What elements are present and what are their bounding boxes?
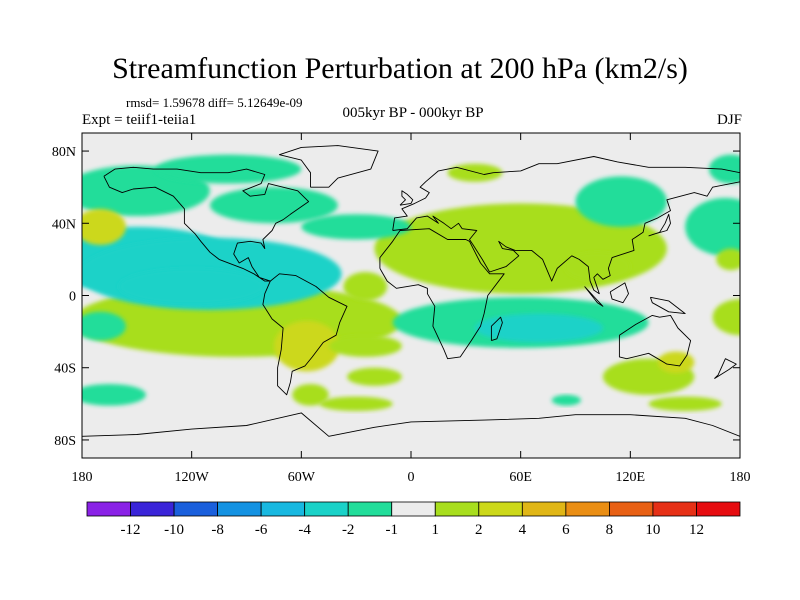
- contour-region-22: [82, 383, 146, 406]
- coastline-1: [262, 273, 348, 396]
- colorbar-swatch-12: [609, 501, 654, 517]
- coastline-7: [399, 190, 414, 206]
- y-tick-label-4: 80S: [54, 434, 76, 449]
- contour-region-23: [328, 335, 402, 357]
- contour-region-28: [551, 394, 581, 406]
- colorbar-label-5: -2: [342, 522, 355, 538]
- colorbar-swatch-6: [347, 501, 393, 517]
- contour-region-32: [712, 299, 740, 336]
- colorbar-swatch-5: [304, 501, 349, 517]
- contour-region-18: [685, 198, 740, 256]
- colorbar-label-8: 2: [475, 522, 483, 538]
- contour-region-20: [82, 208, 126, 245]
- colorbar-label-4: -4: [298, 522, 311, 538]
- contour-region-30: [319, 396, 393, 412]
- contour-region-33: [716, 248, 740, 271]
- chart-title: Streamfunction Perturbation at 200 hPa (…: [112, 52, 688, 85]
- colorbar-swatch-14: [696, 501, 741, 517]
- colorbar-swatch-7: [391, 501, 436, 517]
- colorbar-label-2: -8: [211, 522, 224, 538]
- contour-region-21: [82, 311, 126, 341]
- y-tick-label-2: 0: [69, 290, 76, 305]
- colorbar-label-9: 4: [519, 522, 527, 538]
- x-tick-label-0: 180: [72, 470, 93, 485]
- contour-region-4: [564, 252, 631, 282]
- coastline-0: [103, 166, 310, 282]
- coastline-10: [609, 282, 629, 304]
- colorbar-swatch-0: [86, 501, 131, 517]
- period-label: 005kyr BP - 000kyr BP: [342, 105, 484, 121]
- x-tick-label-1: 120W: [175, 470, 210, 485]
- colorbar-label-11: 8: [606, 522, 614, 538]
- coastline-9: [584, 286, 604, 307]
- colorbar-swatch-13: [652, 501, 697, 517]
- colorbar-label-6: -1: [385, 522, 398, 538]
- contour-region-31: [343, 272, 388, 301]
- colorbar-swatch-3: [217, 501, 262, 517]
- coastline-2: [278, 145, 379, 188]
- colorbar-swatch-1: [130, 501, 175, 517]
- colorbar-swatch-8: [434, 501, 480, 517]
- y-tick-label-1: 40N: [52, 217, 76, 232]
- coastline-layer: [82, 145, 740, 437]
- coastline-4: [379, 228, 505, 360]
- colorbar-label-10: 6: [562, 522, 570, 538]
- contour-region-11: [118, 268, 265, 305]
- rmsd-diff-stats: rmsd= 1.59678 diff= 5.12649e-09: [126, 95, 303, 110]
- experiment-label: Expt = teiif1-teiia1: [82, 112, 197, 128]
- coastline-11: [649, 296, 686, 315]
- coastline-5: [490, 316, 503, 342]
- contour-region-34: [744, 245, 773, 267]
- colorbar: -12 -10 -8 -6 -4 -2 -1 1 2 4 6 8 10 12: [86, 501, 741, 538]
- colorbar-swatch-11: [565, 501, 610, 517]
- colorbar-label-3: -6: [255, 522, 268, 538]
- x-tick-label-4: 60E: [509, 470, 532, 485]
- colorbar-label-12: 10: [645, 522, 660, 538]
- colorbar-label-1: -10: [164, 522, 184, 538]
- colorbar-label-0: -12: [121, 522, 141, 538]
- x-tick-label-6: 180: [730, 470, 751, 485]
- coastline-8: [648, 213, 671, 237]
- y-tick-label-0: 80N: [52, 145, 76, 160]
- coastline-12: [714, 358, 737, 379]
- contour-region-25: [292, 383, 329, 406]
- colorbar-label-7: 1: [432, 522, 440, 538]
- colorbar-swatch-9: [478, 501, 523, 517]
- contour-region-8: [273, 320, 340, 372]
- contour-region-29: [648, 396, 722, 412]
- contour-region-13: [209, 187, 338, 224]
- y-tick-label-3: 40S: [54, 362, 76, 377]
- axis-ticks-layer: 180 120W 60W 0 60E 120E 180 80N 40N 0 40S 80S: [52, 133, 751, 485]
- contour-region-27: [657, 351, 695, 374]
- contour-region-16: [474, 313, 603, 343]
- colorbar-swatch-4: [260, 501, 306, 517]
- contour-region-24: [347, 367, 402, 386]
- colorbar-label-13: 12: [689, 522, 704, 538]
- contour-region-17: [575, 176, 667, 227]
- coastline-6: [618, 314, 692, 367]
- coastline-13: [82, 412, 740, 437]
- colorbar-swatch-2: [173, 501, 218, 517]
- x-tick-label-2: 60W: [288, 470, 316, 485]
- contour-region-19: [708, 154, 740, 184]
- coastline-3: [392, 156, 740, 295]
- colorbar-swatch-10: [521, 501, 567, 517]
- x-tick-label-3: 0: [408, 470, 415, 485]
- x-tick-label-5: 120E: [616, 470, 646, 485]
- season-label: DJF: [716, 112, 742, 128]
- contour-region-36: [155, 154, 302, 184]
- contour-region-14: [301, 214, 411, 240]
